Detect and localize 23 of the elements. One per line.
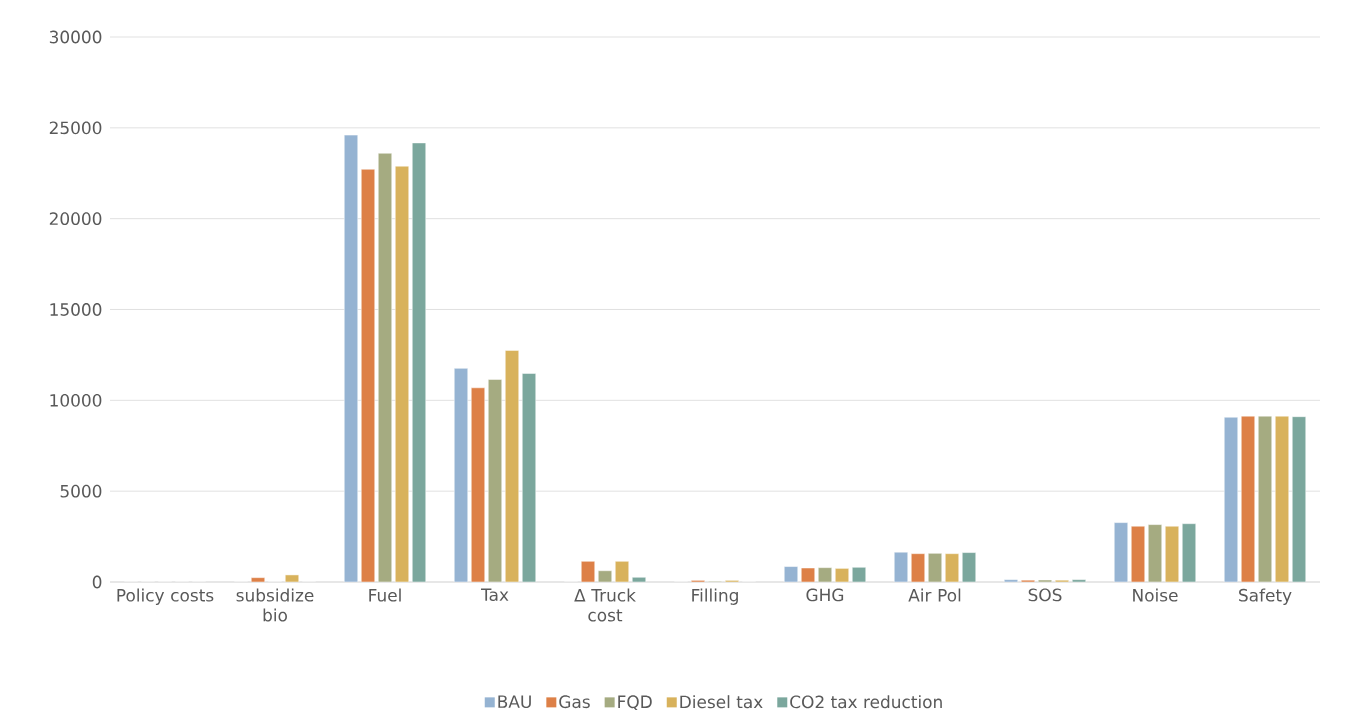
y-tick-label: 5000 — [60, 484, 102, 498]
x-tick-label: subsidize bio — [236, 588, 314, 622]
y-tick-label: 25000 — [49, 121, 102, 135]
x-tick-label: Safety — [1239, 588, 1292, 605]
legend-label: FQD — [618, 695, 652, 711]
x-tick-label: Noise — [1133, 588, 1178, 602]
y-tick-label: 30000 — [49, 30, 102, 44]
legend-label: BAU — [498, 695, 531, 709]
y-tick-label: 0 — [92, 575, 102, 589]
legend-label: Gas — [559, 695, 590, 709]
y-tick-label: 20000 — [49, 212, 102, 226]
legend-label: Diesel tax — [680, 695, 763, 709]
x-tick-label: Air Pol — [908, 588, 961, 602]
x-tick-label: Filling — [692, 588, 738, 605]
x-tick-label: Tax — [480, 588, 509, 602]
x-tick-label: GHG — [806, 588, 844, 602]
x-tick-label: Policy costs — [117, 588, 214, 605]
y-tick-label: 10000 — [50, 393, 102, 407]
y-tick-label: 15000 — [50, 303, 102, 316]
x-tick-label: Δ Truck cost — [574, 588, 636, 622]
x-tick-label: SOS — [1028, 588, 1062, 602]
legend-label: CO2 tax reduction — [790, 695, 942, 709]
x-tick-label: Fuel — [369, 588, 401, 602]
